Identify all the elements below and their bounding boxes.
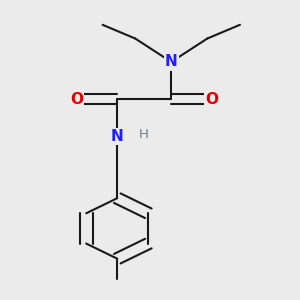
Text: N: N [165,54,178,69]
Text: N: N [111,129,124,144]
Text: O: O [206,92,219,106]
Text: O: O [70,92,83,106]
Text: H: H [139,128,148,140]
